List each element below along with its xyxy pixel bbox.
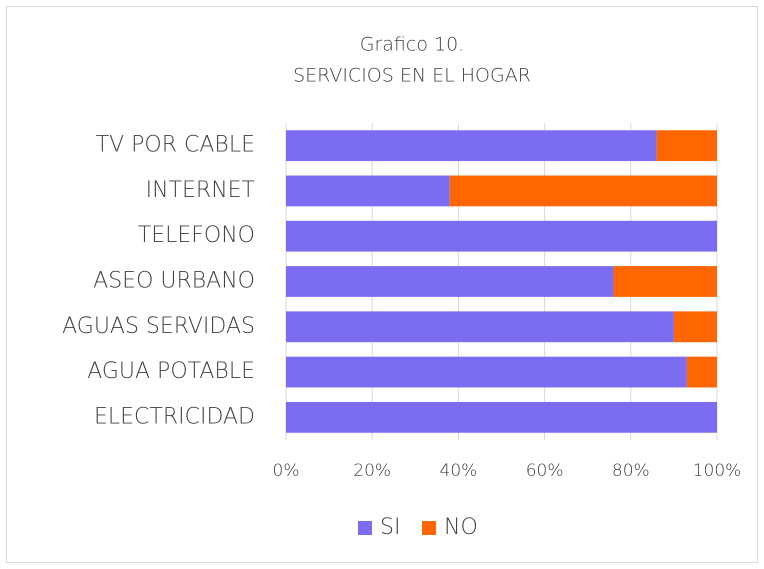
y-tick-label: TELEFONO (138, 223, 255, 248)
x-tick-label: 20% (353, 461, 391, 481)
bar-segment (613, 266, 717, 297)
bar-segment (686, 356, 717, 388)
y-tick-label: TV POR CABLE (96, 133, 255, 158)
bar-segment (286, 130, 657, 162)
legend-swatch (422, 521, 436, 535)
bar-segment (286, 401, 717, 433)
bar-segment (286, 266, 614, 297)
y-tick-label: ELECTRICIDAD (94, 404, 255, 429)
x-tick-label: 100% (693, 461, 742, 481)
legend-swatch (358, 521, 372, 535)
chart-title: Grafico 10. (360, 34, 464, 56)
y-tick-label: AGUAS SERVIDAS (62, 314, 255, 339)
chart-subtitle: SERVICIOS EN EL HOGAR (293, 65, 531, 87)
bar-segment (286, 220, 717, 252)
x-tick-label: 0% (273, 461, 300, 481)
y-tick-label: ASEO URBANO (93, 269, 255, 294)
x-tick-label: 80% (612, 461, 650, 481)
y-tick-label: AGUA POTABLE (87, 359, 255, 384)
legend-label: SI (380, 515, 400, 540)
bar-segment (286, 311, 674, 343)
x-tick-label: 40% (440, 461, 478, 481)
bar-segment (673, 311, 717, 343)
y-tick-label: INTERNET (146, 178, 255, 203)
bar-segment (286, 175, 450, 207)
bar-segment (656, 130, 717, 162)
bar-segment (449, 175, 717, 207)
legend-label: NO (444, 515, 478, 540)
bar-segment (286, 356, 687, 388)
x-tick-label: 60% (526, 461, 564, 481)
